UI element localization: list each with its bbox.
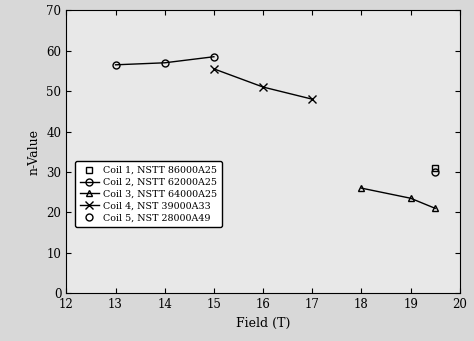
X-axis label: Field (T): Field (T) — [236, 317, 290, 330]
Y-axis label: n-Value: n-Value — [28, 129, 41, 175]
Legend: Coil 1, NSTT 86000A25, Coil 2, NSTT 62000A25, Coil 3, NSTT 64000A25, Coil 4, NST: Coil 1, NSTT 86000A25, Coil 2, NSTT 6200… — [75, 161, 222, 227]
